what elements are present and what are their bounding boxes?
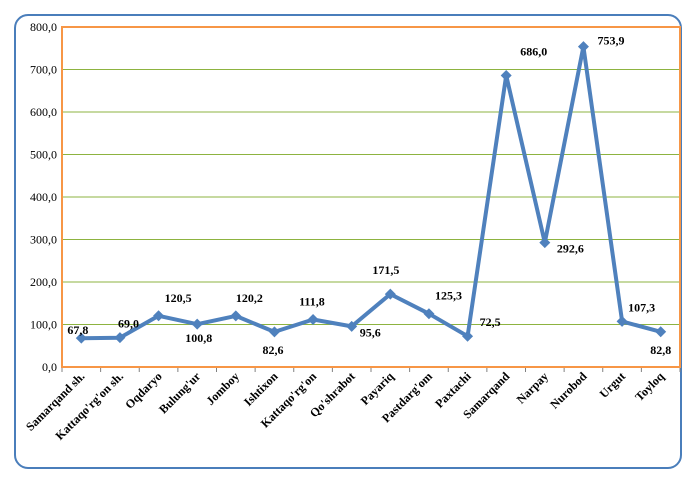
data-label: 69,0 (118, 317, 139, 331)
data-label: 686,0 (520, 44, 547, 58)
data-point-marker (384, 288, 396, 300)
data-label: 82,8 (650, 343, 671, 357)
data-label: 107,3 (628, 300, 655, 314)
data-label: 111,8 (299, 294, 325, 308)
data-label: 120,2 (236, 291, 263, 305)
data-point-marker (191, 318, 203, 330)
data-point-marker (655, 326, 667, 338)
y-tick-label: 600,0 (30, 105, 57, 119)
data-point-marker (500, 69, 512, 81)
y-tick-label: 200,0 (30, 275, 57, 289)
x-category-label: Jomboy (203, 369, 242, 408)
x-category-label: Nurobod (547, 369, 590, 412)
y-tick-label: 300,0 (30, 233, 57, 247)
data-label: 82,6 (262, 343, 283, 357)
data-point-marker (307, 313, 319, 325)
x-category-label: Toyloq (632, 369, 667, 404)
x-category-label: Narpay (514, 369, 551, 406)
y-tick-label: 800,0 (30, 20, 57, 34)
data-point-marker (268, 326, 280, 338)
data-point-marker (75, 332, 87, 344)
data-point-marker (616, 315, 628, 327)
data-label: 72,5 (480, 315, 501, 329)
data-label: 120,5 (165, 291, 192, 305)
plot-border (61, 26, 681, 368)
data-point-marker (346, 320, 358, 332)
data-point-marker (539, 237, 551, 249)
x-category-label: Urgut (597, 369, 629, 401)
y-tick-label: 0,0 (42, 360, 57, 374)
data-label: 100,8 (185, 331, 212, 345)
data-label: 125,3 (435, 289, 462, 303)
data-point-marker (423, 308, 435, 320)
series-line (81, 44, 662, 341)
data-label: 67,8 (67, 323, 88, 337)
x-category-label: Kattaqo'rg'on sh. (53, 369, 127, 443)
x-category-label: Bulung'ur (156, 369, 204, 417)
data-point-marker (577, 41, 589, 53)
data-point-marker (462, 330, 474, 342)
x-category-label: Payariq (358, 369, 397, 408)
y-tick-label: 400,0 (30, 190, 57, 204)
data-label: 171,5 (372, 263, 399, 277)
data-label: 753,9 (597, 34, 624, 48)
y-tick-label: 100,0 (30, 318, 57, 332)
y-tick-label: 700,0 (30, 63, 57, 77)
data-label: 95,6 (360, 325, 381, 339)
y-tick-label: 500,0 (30, 148, 57, 162)
data-point-marker (114, 332, 126, 344)
data-label: 292,6 (557, 242, 584, 256)
data-point-marker (230, 310, 242, 322)
data-point-marker (153, 310, 165, 322)
